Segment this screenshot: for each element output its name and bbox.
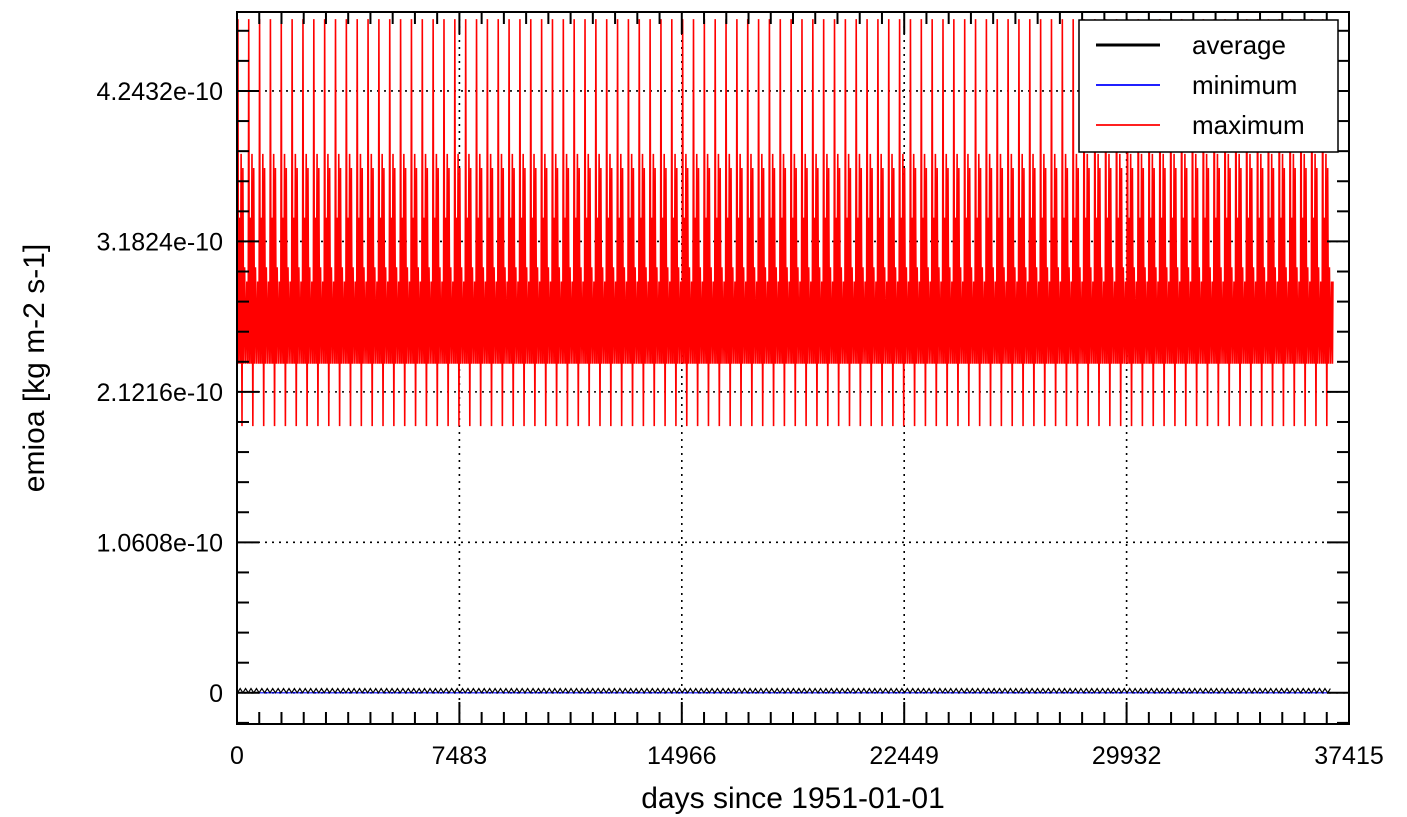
y-axis-tick-labels: 0 1.0608e-10 2.1216e-10 3.1824e-10 4.2432e-1…: [96, 78, 223, 708]
x-tick-label: 7483: [432, 742, 488, 770]
x-axis-title: days since 1951-01-01: [641, 782, 945, 815]
y-tick-label: 3.1824e-10: [96, 228, 223, 256]
legend-label-average: average: [1192, 30, 1286, 60]
series-line-average: [236, 687, 1331, 694]
legend-label-maximum: maximum: [1192, 110, 1305, 140]
axis-ticks: [236, 12, 1350, 724]
legend-items: average minimum maximum: [1096, 30, 1305, 140]
legend: average minimum maximum: [1078, 19, 1339, 153]
y-tick-label: 2.1216e-10: [96, 379, 223, 407]
x-tick-label: 37415: [1314, 742, 1384, 770]
series-layer: [236, 19, 1334, 694]
x-tick-label: 29932: [1092, 742, 1162, 770]
legend-label-minimum: minimum: [1192, 70, 1297, 100]
x-axis-tick-labels: 0 7483 14966 22449 29932 37415: [230, 742, 1384, 770]
y-axis-title: emioa [kg m-2 s-1]: [18, 244, 51, 492]
series-line-maximum: [236, 19, 1334, 427]
x-tick-label: 14966: [647, 742, 717, 770]
legend-box: [1078, 19, 1339, 153]
y-tick-label: 0: [209, 680, 223, 708]
y-tick-label: 1.0608e-10: [96, 529, 223, 557]
x-tick-label: 22449: [869, 742, 939, 770]
y-tick-label: 4.2432e-10: [96, 78, 223, 106]
x-tick-label: 0: [230, 742, 244, 770]
